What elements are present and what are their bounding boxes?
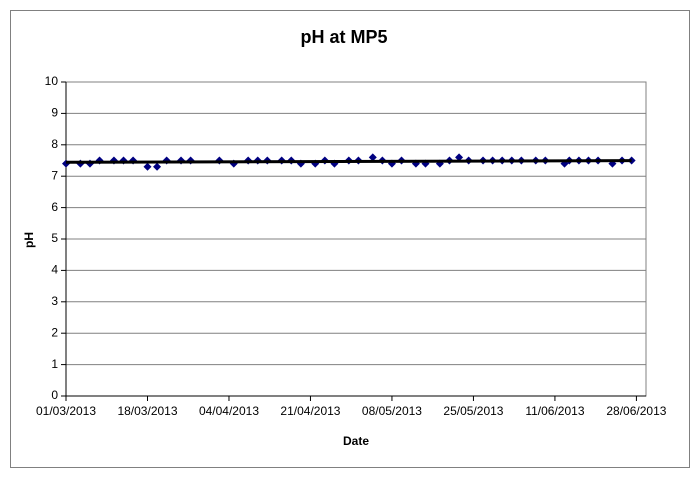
x-axis-label: Date: [343, 434, 369, 448]
y-tick-label: 2: [51, 325, 58, 339]
y-tick-label: 7: [51, 168, 58, 182]
x-tick-label: 08/05/2013: [362, 404, 422, 418]
y-tick-label: 10: [45, 74, 59, 88]
y-tick-label: 3: [51, 294, 58, 308]
x-tick-label: 01/03/2013: [36, 404, 96, 418]
y-tick-label: 4: [51, 263, 58, 277]
trend-line: [65, 159, 632, 164]
x-tick-label: 18/03/2013: [117, 404, 177, 418]
x-tick-label: 11/06/2013: [525, 404, 584, 418]
y-tick-label: 0: [51, 388, 58, 402]
y-tick-label: 1: [51, 357, 58, 371]
y-axis-label: pH: [22, 232, 36, 248]
y-tick-label: 5: [51, 231, 58, 245]
data-point: [368, 153, 377, 162]
x-tick-label: 21/04/2013: [280, 404, 340, 418]
x-tick-label: 25/05/2013: [443, 404, 503, 418]
data-point: [627, 156, 636, 165]
y-tick-label: 9: [51, 106, 58, 120]
data-point: [153, 162, 162, 171]
chart-title: pH at MP5: [300, 27, 387, 47]
data-point: [143, 162, 152, 171]
y-tick-label: 6: [51, 200, 58, 214]
y-tick-label: 8: [51, 137, 58, 151]
x-tick-label: 04/04/2013: [199, 404, 259, 418]
data-point: [455, 153, 464, 162]
x-tick-label: 28/06/2013: [606, 404, 666, 418]
